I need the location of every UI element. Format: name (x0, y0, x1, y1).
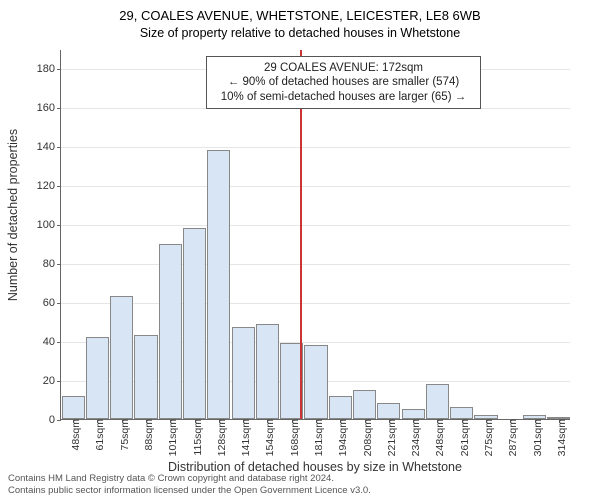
x-tick: 115sqm (186, 419, 204, 456)
y-tick: 40 (43, 336, 61, 348)
gridline (61, 225, 570, 226)
histogram-bar (62, 396, 85, 419)
y-tick: 80 (43, 258, 61, 270)
y-tick: 20 (43, 375, 61, 387)
histogram-bar (159, 244, 182, 419)
footer-line2: Contains public sector information licen… (8, 485, 592, 496)
annotation-box: 29 COALES AVENUE: 172sqm ← 90% of detach… (206, 56, 481, 109)
x-axis-label: Distribution of detached houses by size … (60, 460, 570, 474)
histogram-bar (207, 150, 230, 419)
histogram-bar (110, 296, 133, 419)
x-tick: 261sqm (453, 419, 471, 456)
x-tick: 234sqm (404, 419, 422, 456)
annotation-line2: ← 90% of detached houses are smaller (57… (215, 75, 472, 89)
x-tick: 221sqm (380, 419, 398, 456)
histogram-bar (353, 390, 376, 419)
x-tick: 48sqm (64, 419, 82, 451)
x-tick: 248sqm (428, 419, 446, 456)
y-axis-label: Number of detached properties (6, 129, 20, 301)
histogram-bar (402, 409, 425, 419)
x-tick: 128sqm (210, 419, 228, 456)
x-tick: 154sqm (258, 419, 276, 456)
y-tick: 60 (43, 297, 61, 309)
x-tick: 168sqm (283, 419, 301, 456)
annotation-line1: 29 COALES AVENUE: 172sqm (215, 61, 472, 75)
x-tick: 287sqm (501, 419, 519, 456)
chart-subtitle: Size of property relative to detached ho… (0, 25, 600, 41)
x-tick: 208sqm (356, 419, 374, 456)
footer-line1: Contains HM Land Registry data © Crown c… (8, 473, 592, 484)
gridline (61, 303, 570, 304)
footer: Contains HM Land Registry data © Crown c… (8, 473, 592, 496)
x-tick: 275sqm (477, 419, 495, 456)
x-tick: 101sqm (161, 419, 179, 456)
y-tick: 180 (37, 63, 61, 75)
x-tick: 181sqm (307, 419, 325, 456)
x-tick: 61sqm (88, 419, 106, 451)
histogram-bar (134, 335, 157, 419)
chart-header: 29, COALES AVENUE, WHETSTONE, LEICESTER,… (0, 8, 600, 41)
x-tick: 88sqm (137, 419, 155, 451)
x-tick: 194sqm (331, 419, 349, 456)
x-tick: 75sqm (113, 419, 131, 451)
chart-container: 29, COALES AVENUE, WHETSTONE, LEICESTER,… (0, 0, 600, 500)
gridline (61, 147, 570, 148)
histogram-bar (426, 384, 449, 419)
gridline (61, 186, 570, 187)
histogram-bar (329, 396, 352, 419)
annotation-line3: 10% of semi-detached houses are larger (… (215, 90, 472, 104)
y-tick: 0 (49, 414, 61, 426)
histogram-bar (232, 327, 255, 419)
histogram-bar (450, 407, 473, 419)
histogram-bar (304, 345, 327, 419)
gridline (61, 264, 570, 265)
histogram-bar (86, 337, 109, 419)
y-tick: 120 (37, 180, 61, 192)
histogram-bar (183, 228, 206, 419)
histogram-bar (256, 324, 279, 419)
chart-title: 29, COALES AVENUE, WHETSTONE, LEICESTER,… (0, 8, 600, 25)
y-tick: 100 (37, 219, 61, 231)
x-tick: 141sqm (234, 419, 252, 456)
x-tick: 314sqm (550, 419, 568, 456)
y-tick: 160 (37, 102, 61, 114)
y-axis-label-wrap: Number of detached properties (4, 0, 22, 430)
plot-area: 02040608010012014016018048sqm61sqm75sqm8… (60, 50, 570, 420)
x-tick: 301sqm (526, 419, 544, 456)
y-tick: 140 (37, 141, 61, 153)
histogram-bar (377, 403, 400, 419)
